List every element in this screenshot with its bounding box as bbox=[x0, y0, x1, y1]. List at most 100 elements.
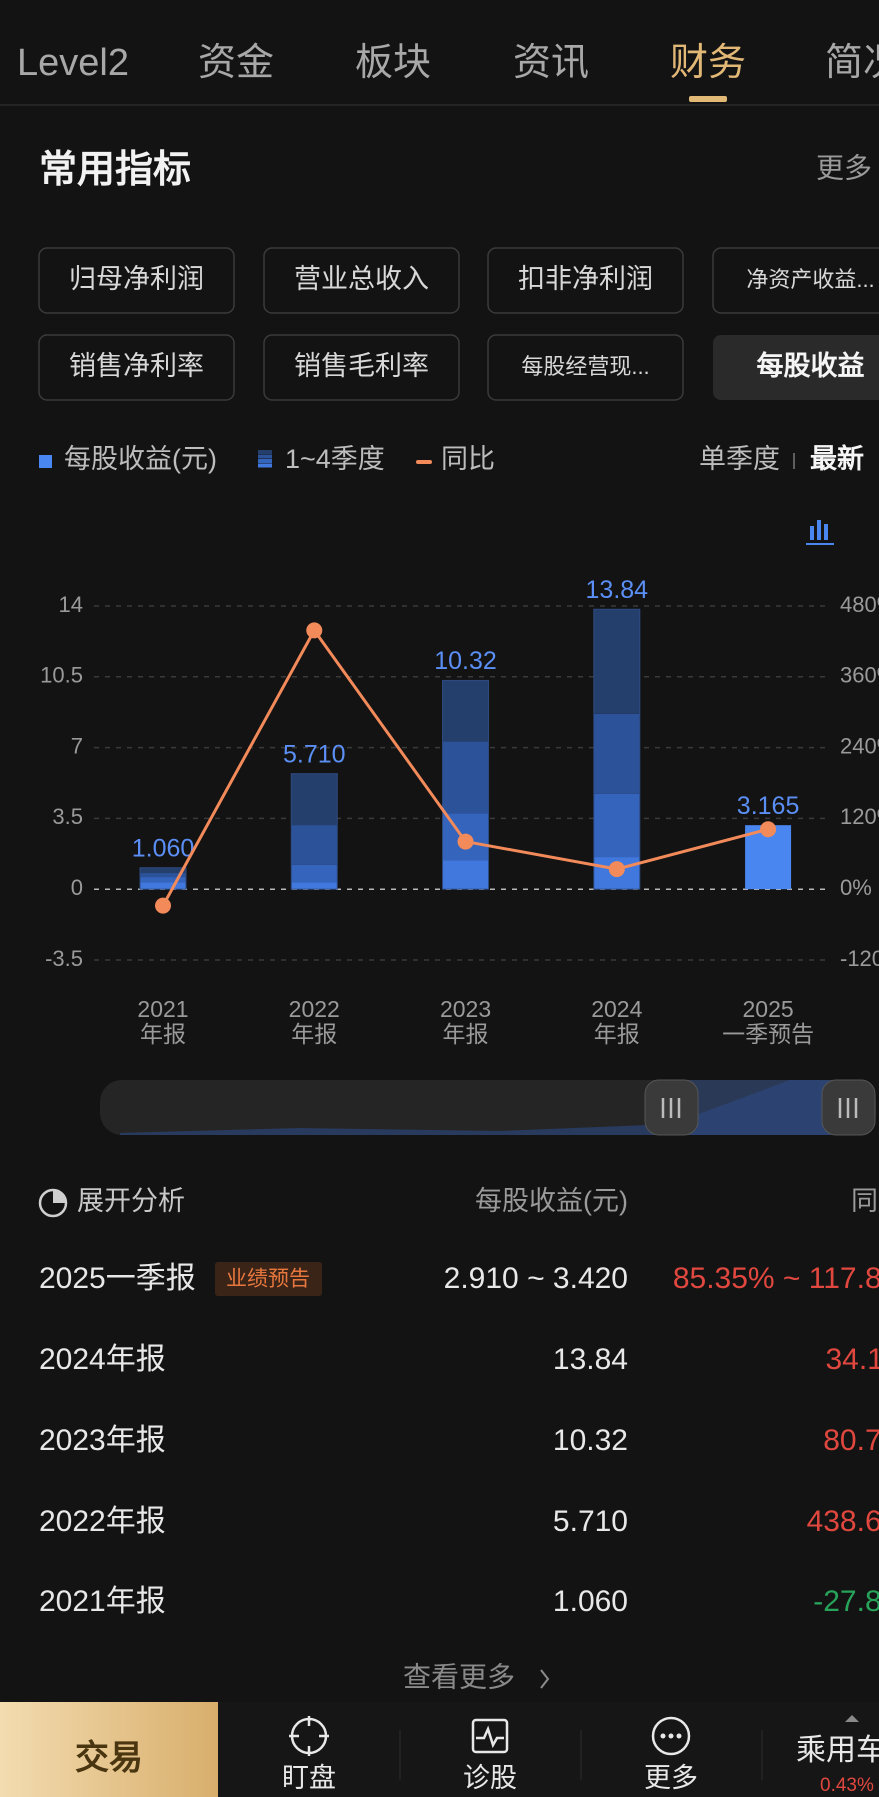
icon-slice bbox=[53, 1190, 66, 1203]
x-tick-label: 年报 bbox=[443, 1021, 489, 1047]
legend-swatch bbox=[258, 459, 272, 463]
icon-bar bbox=[817, 520, 821, 540]
bar-segment bbox=[442, 741, 489, 814]
row-yoy: 34.11% bbox=[825, 1343, 879, 1376]
tab[interactable]: 简况 bbox=[825, 42, 879, 84]
more-link[interactable]: 查看更多 bbox=[403, 1661, 515, 1692]
more-button[interactable]: 更多 bbox=[816, 152, 872, 183]
row-eps: 1.060 bbox=[553, 1585, 628, 1618]
trade-button-bg[interactable] bbox=[0, 1702, 218, 1797]
legend-swatch bbox=[39, 455, 52, 468]
y2-tick-label: 0% bbox=[840, 875, 872, 900]
indicator-button[interactable] bbox=[712, 247, 879, 314]
x-tick-label: 2023 bbox=[440, 996, 491, 1022]
row-period: 2021年报 bbox=[39, 1585, 166, 1618]
x-tick-label: 年报 bbox=[291, 1021, 337, 1047]
bar-segment bbox=[442, 860, 489, 890]
y2-tick-label: 240% bbox=[840, 733, 879, 758]
bar-segment bbox=[593, 609, 640, 714]
value-label: 3.165 bbox=[737, 792, 800, 820]
y2-tick-label: 480% bbox=[840, 592, 879, 617]
nav-label[interactable]: 更多 bbox=[644, 1763, 698, 1793]
y-tick-label: 3.5 bbox=[52, 804, 83, 829]
row-eps: 5.710 bbox=[553, 1505, 628, 1538]
row-eps: 10.32 bbox=[553, 1424, 628, 1457]
icon-bar bbox=[810, 526, 814, 540]
indicator-label[interactable]: 销售净利率 bbox=[69, 351, 204, 381]
line-point bbox=[155, 897, 171, 914]
row-eps: 13.84 bbox=[553, 1343, 628, 1376]
line-point bbox=[608, 861, 625, 878]
bar-segment bbox=[291, 825, 338, 865]
legend-label: 同比 bbox=[441, 444, 495, 474]
nav-label[interactable]: 盯盘 bbox=[282, 1763, 336, 1793]
line-point bbox=[760, 821, 777, 838]
x-tick-label: 一季预告 bbox=[722, 1021, 814, 1047]
bar bbox=[593, 608, 641, 890]
indicator-label[interactable]: 每股收益 bbox=[757, 350, 865, 381]
indicator-button[interactable] bbox=[713, 335, 879, 400]
indicator-button[interactable] bbox=[487, 334, 684, 401]
sector-arrow bbox=[845, 1715, 859, 1722]
indicator-label[interactable]: 净资产收益... bbox=[746, 267, 874, 292]
handle-grip bbox=[661, 1098, 858, 1118]
icon-bar bbox=[824, 524, 828, 540]
bar bbox=[290, 773, 338, 890]
table-header: 同比 bbox=[851, 1186, 879, 1216]
bar bbox=[139, 867, 187, 890]
indicator-button[interactable] bbox=[38, 247, 235, 314]
section-title: 常用指标 bbox=[39, 149, 191, 191]
toggle-option[interactable]: 最新 bbox=[810, 443, 864, 474]
indicator-button[interactable] bbox=[263, 334, 460, 401]
tab[interactable]: Level2 bbox=[17, 42, 129, 84]
toggle-option[interactable]: 单季度 bbox=[699, 444, 780, 474]
bar-segment bbox=[140, 873, 186, 878]
indicator-button[interactable] bbox=[487, 247, 684, 314]
x-tick-label: 2022 bbox=[289, 996, 340, 1022]
bar-segment bbox=[140, 882, 186, 890]
bar-segment bbox=[291, 864, 338, 883]
y-tick-label: 10.5 bbox=[40, 663, 83, 688]
watch-icon bbox=[289, 1716, 329, 1756]
bar-segment bbox=[140, 877, 186, 883]
nav-label[interactable]: 诊股 bbox=[463, 1763, 517, 1793]
tag-bg bbox=[215, 1262, 322, 1296]
diagnose-icon bbox=[471, 1718, 509, 1754]
indicator-label[interactable]: 每股经营现... bbox=[521, 354, 649, 379]
x-tick-label: 2025 bbox=[742, 996, 793, 1022]
tab-indicator bbox=[689, 96, 727, 102]
tab[interactable]: 财务 bbox=[670, 42, 746, 84]
tab[interactable]: 板块 bbox=[355, 42, 431, 84]
x-tick-label: 年报 bbox=[594, 1021, 640, 1047]
table-header: 每股收益(元) bbox=[475, 1186, 628, 1216]
indicator-label[interactable]: 销售毛利率 bbox=[294, 351, 429, 381]
legend-label: 每股收益(元) bbox=[64, 444, 217, 474]
x-tick-label: 2024 bbox=[591, 996, 642, 1022]
bar-segment bbox=[442, 680, 489, 742]
chart-icon[interactable] bbox=[806, 520, 834, 545]
row-period: 2023年报 bbox=[39, 1424, 166, 1457]
slider-window bbox=[672, 1080, 848, 1135]
indicator-label[interactable]: 营业总收入 bbox=[294, 264, 429, 294]
y2-tick-label: 360% bbox=[840, 663, 879, 688]
value-label: 1.060 bbox=[132, 834, 195, 862]
indicator-button[interactable] bbox=[263, 247, 460, 314]
trade-button[interactable]: 交易 bbox=[75, 1738, 143, 1777]
indicator-button[interactable] bbox=[38, 334, 235, 401]
tab[interactable]: 资讯 bbox=[513, 42, 589, 84]
value-label: 13.84 bbox=[586, 576, 649, 604]
sector-name[interactable]: 乘用车 bbox=[796, 1734, 879, 1767]
range-slider[interactable] bbox=[100, 1079, 876, 1136]
line-point bbox=[457, 833, 474, 850]
indicator-label[interactable]: 扣非净利润 bbox=[518, 264, 653, 294]
row-eps: 2.910 ~ 3.420 bbox=[444, 1262, 628, 1295]
row-yoy: 80.74% bbox=[823, 1424, 879, 1457]
bar bbox=[442, 679, 490, 890]
tab[interactable]: 资金 bbox=[198, 42, 274, 84]
indicator-label[interactable]: 归母净利润 bbox=[69, 264, 204, 294]
legend-label: 1~4季度 bbox=[285, 444, 385, 474]
row-period: 2025一季报 bbox=[39, 1262, 196, 1295]
